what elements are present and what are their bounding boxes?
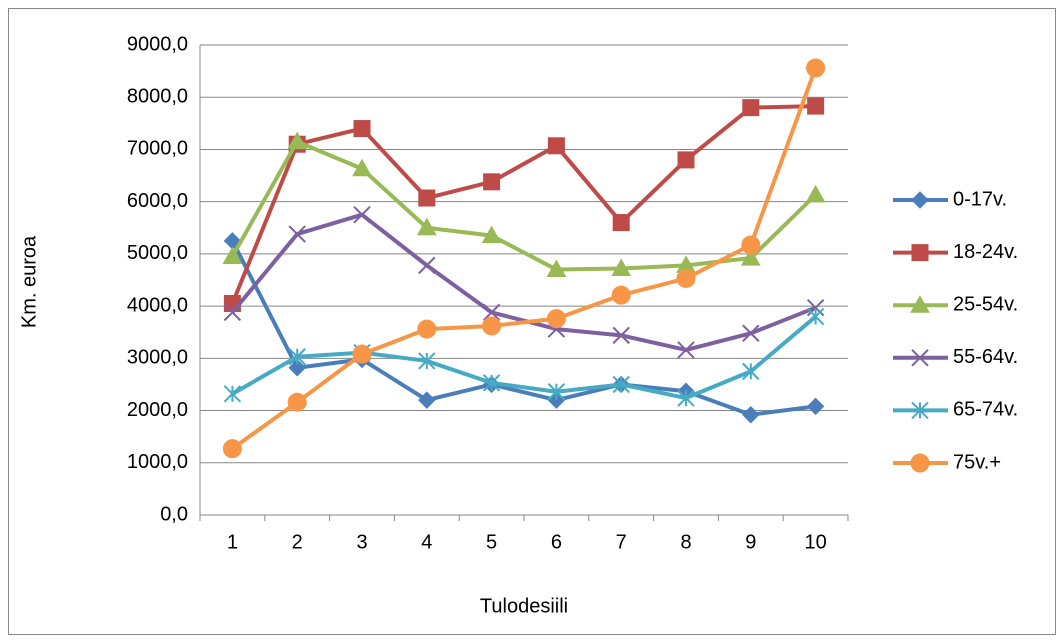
series-line [230, 239, 816, 417]
legend-label: 25-54v. [953, 293, 1018, 315]
marker [807, 97, 825, 115]
marker [546, 259, 567, 278]
marker [288, 359, 306, 377]
marker [418, 352, 436, 370]
legend-label: 0-17v. [953, 188, 1007, 210]
marker [742, 362, 760, 381]
marker [418, 189, 436, 207]
y-axis-title: Km. euroa [18, 235, 40, 328]
marker [483, 173, 501, 191]
marker [222, 246, 243, 264]
marker [910, 295, 930, 313]
marker [223, 385, 242, 403]
marker [417, 319, 437, 339]
marker [287, 131, 308, 150]
y-tick-label: 3000,0 [127, 347, 188, 369]
marker [288, 348, 306, 366]
series-line [230, 104, 816, 305]
marker [547, 383, 566, 401]
y-tick-label: 9000,0 [127, 33, 188, 55]
marker [482, 374, 501, 392]
marker [910, 453, 930, 473]
marker [547, 137, 565, 155]
y-tick-label: 5000,0 [127, 242, 188, 264]
marker [677, 389, 695, 407]
legend-label: 65-74v. [953, 399, 1018, 421]
legend-label: 18-24v. [953, 241, 1018, 263]
x-tick-label: 6 [551, 531, 562, 553]
x-tick-label: 1 [227, 531, 238, 553]
marker [222, 439, 242, 459]
series-line [231, 315, 817, 401]
marker [288, 225, 306, 243]
marker [676, 268, 696, 288]
y-tick-label: 8000,0 [127, 86, 188, 108]
x-tick-label: 10 [804, 531, 826, 553]
marker [806, 298, 825, 317]
marker [352, 344, 372, 364]
marker [612, 326, 630, 345]
marker [612, 375, 630, 394]
marker [611, 258, 632, 277]
x-tick-label: 8 [680, 531, 691, 553]
marker [805, 184, 826, 203]
marker [416, 217, 437, 236]
x-tick-label: 5 [486, 531, 497, 553]
marker [911, 349, 929, 367]
marker [740, 248, 761, 266]
marker [742, 406, 760, 424]
legend-label: 55-64v. [953, 346, 1018, 368]
x-axis-title: Tulodesiili [480, 595, 568, 617]
y-tick-label: 2000,0 [127, 399, 188, 421]
x-tick-label: 3 [356, 531, 367, 553]
y-tick-label: 4000,0 [127, 294, 188, 316]
marker [418, 256, 436, 275]
marker [806, 58, 826, 78]
y-tick-label: 6000,0 [127, 190, 188, 212]
marker [482, 316, 502, 336]
legend-label: 75v.+ [953, 451, 1001, 473]
marker [482, 303, 501, 322]
marker [352, 158, 372, 177]
marker [742, 324, 760, 342]
marker [677, 341, 695, 359]
marker [911, 401, 929, 420]
marker [741, 235, 761, 255]
marker [612, 214, 630, 232]
x-tick-label: 7 [616, 531, 627, 553]
marker [742, 99, 760, 117]
marker [353, 120, 371, 138]
marker [353, 206, 371, 224]
marker [418, 391, 436, 409]
marker [677, 151, 695, 169]
marker [223, 303, 242, 322]
marker [806, 397, 825, 416]
marker [481, 225, 502, 244]
marker [611, 285, 631, 305]
marker [546, 309, 566, 329]
marker [287, 392, 307, 412]
marker [806, 307, 825, 326]
x-tick-label: 2 [292, 531, 303, 553]
marker [911, 191, 929, 209]
x-tick-label: 4 [421, 531, 432, 553]
marker [911, 244, 929, 262]
y-tick-label: 1000,0 [127, 451, 188, 473]
series-line [231, 67, 818, 451]
y-tick-label: 0,0 [160, 503, 188, 525]
x-tick-label: 9 [745, 531, 756, 553]
y-tick-label: 7000,0 [127, 138, 188, 160]
